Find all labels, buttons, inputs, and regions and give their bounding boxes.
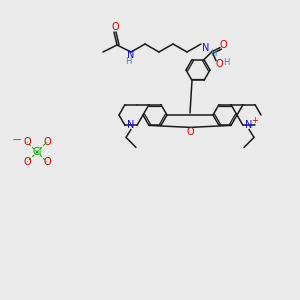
Text: N: N — [127, 50, 135, 60]
Text: H: H — [223, 58, 229, 67]
Text: +: + — [252, 116, 258, 125]
Text: H: H — [125, 58, 131, 67]
Text: H: H — [210, 50, 216, 58]
Text: N: N — [127, 120, 135, 130]
Text: N: N — [245, 120, 253, 130]
Text: O: O — [23, 137, 31, 147]
Text: O: O — [219, 40, 227, 50]
Text: O: O — [186, 128, 194, 137]
Text: O: O — [23, 157, 31, 167]
Text: O: O — [43, 157, 51, 167]
Text: −: − — [12, 134, 22, 146]
Text: Cl: Cl — [32, 147, 42, 157]
Text: N: N — [202, 43, 210, 53]
Text: O: O — [215, 58, 223, 69]
Text: O: O — [111, 22, 119, 32]
Text: O: O — [43, 137, 51, 147]
